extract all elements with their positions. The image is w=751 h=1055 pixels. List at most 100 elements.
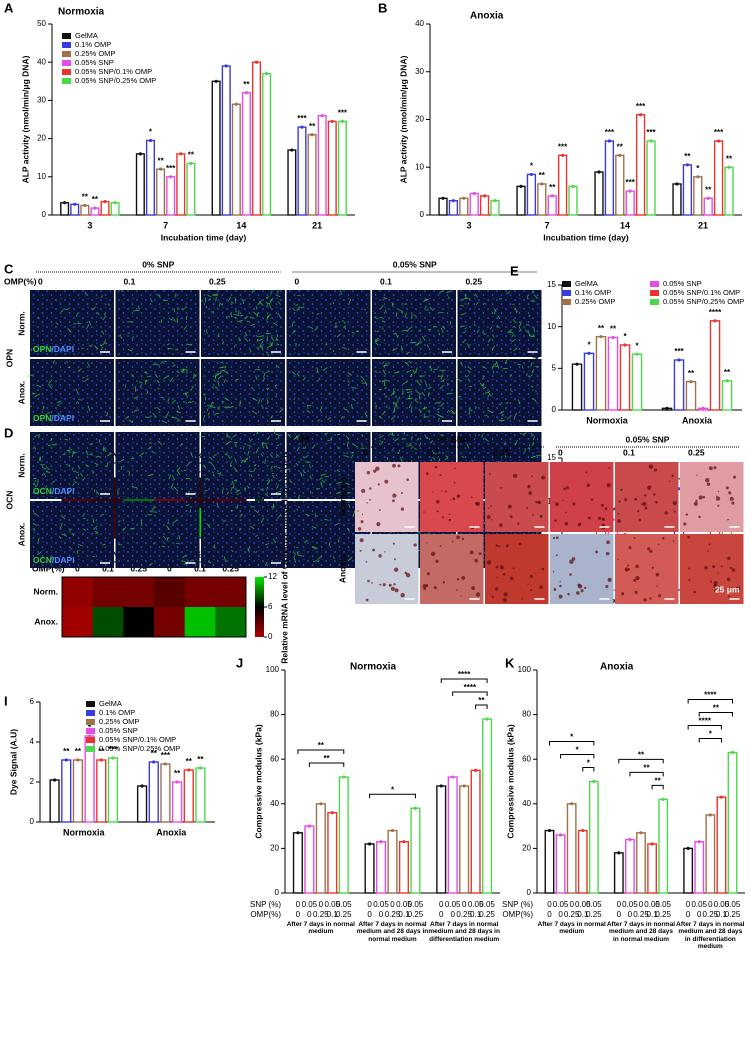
- y-tick-label: 20: [37, 134, 46, 143]
- bar-cap: [608, 139, 611, 142]
- mineral-spot: [539, 585, 543, 589]
- bar-cap: [402, 840, 405, 843]
- legend-label: 0.05% SNP/0.1% OMP: [75, 67, 152, 76]
- bar: [710, 321, 719, 410]
- significance: **: [688, 369, 695, 378]
- legend-label: 0.25% OMP: [99, 717, 139, 726]
- mineral-spot: [704, 566, 707, 569]
- bar: [377, 842, 386, 893]
- mineral-spot: [426, 472, 429, 475]
- bar: [365, 844, 374, 893]
- bar-cap: [686, 163, 689, 166]
- bar-cap: [650, 842, 653, 845]
- panel-label: B: [378, 0, 387, 15]
- mineral-spot: [450, 500, 451, 501]
- legend-swatch: [62, 33, 71, 39]
- y-tick-label: 15: [547, 280, 556, 289]
- bar: [184, 770, 193, 822]
- mineral-spot: [360, 538, 364, 542]
- significance: **: [713, 704, 720, 713]
- mineral-spot: [578, 523, 582, 527]
- mineral-spot: [652, 567, 654, 569]
- y-tick-label: 15: [547, 453, 556, 462]
- bar: [196, 768, 205, 822]
- bar: [569, 186, 577, 215]
- snp-value: 0: [617, 900, 622, 909]
- significance: ***: [605, 128, 615, 137]
- mineral-spot: [607, 483, 611, 487]
- heat-cell: [123, 607, 154, 638]
- group-label-box: After 7 days in normal medium and 28 day…: [606, 921, 675, 961]
- significance: **: [684, 152, 691, 161]
- panel-label: D: [4, 425, 13, 440]
- bar: [308, 135, 316, 215]
- mineral-spot: [454, 482, 456, 484]
- mineral-spot: [383, 583, 386, 586]
- mineral-spot: [584, 587, 586, 589]
- bar: [173, 782, 182, 822]
- mineral-spot: [643, 598, 646, 601]
- mineral-spot: [389, 584, 392, 587]
- legend-swatch: [86, 710, 95, 716]
- legend-label: 0.05% SNP/0.25% OMP: [663, 297, 744, 306]
- mineral-spot: [448, 519, 451, 522]
- mineral-spot: [456, 536, 460, 540]
- channel-dapi: /DAPI: [51, 344, 74, 354]
- column-label: 0.25: [493, 447, 510, 457]
- omp-value: 0: [558, 910, 563, 919]
- bar-cap: [696, 175, 699, 178]
- micrograph: [201, 432, 285, 499]
- bar-cap: [559, 833, 562, 836]
- significance: *: [635, 341, 639, 350]
- micrograph: [116, 290, 200, 357]
- bar-cap: [639, 113, 642, 116]
- mineral-spot: [442, 516, 444, 518]
- snp-value: 0: [569, 900, 574, 909]
- mineral-spot: [392, 499, 395, 502]
- mineral-spot: [608, 578, 612, 582]
- bar: [328, 813, 337, 893]
- mineral-spot: [506, 544, 509, 547]
- stain-fiber: [236, 379, 239, 380]
- panel-label: K: [505, 655, 515, 670]
- bar: [527, 174, 535, 215]
- mineral-spot: [627, 565, 629, 567]
- mineral-spot: [673, 540, 675, 542]
- significance: ***: [714, 128, 724, 137]
- mineral-spot: [471, 586, 475, 590]
- mineral-spot: [566, 486, 569, 489]
- stain-fiber: [536, 390, 537, 392]
- mineral-spot: [728, 491, 731, 494]
- y-tick-label: 0: [552, 405, 557, 414]
- bar: [232, 104, 240, 215]
- bar: [579, 831, 587, 893]
- mineral-spot: [565, 522, 569, 526]
- micrograph: [458, 359, 542, 426]
- mineral-spot: [434, 586, 437, 589]
- mineral-spot: [456, 589, 458, 591]
- bar-cap: [570, 802, 573, 805]
- mineral-spot: [617, 519, 621, 523]
- mineral-spot: [413, 543, 416, 546]
- bar: [673, 184, 681, 215]
- bar: [596, 337, 605, 410]
- mineral-spot: [462, 538, 464, 540]
- mineral-spot: [452, 541, 454, 543]
- mineral-spot: [638, 519, 641, 522]
- channel-label: OPN/DAPI: [33, 413, 74, 423]
- mineral-spot: [605, 585, 608, 588]
- legend-swatch: [86, 701, 95, 707]
- bar: [147, 141, 155, 215]
- mineral-spot: [688, 568, 690, 570]
- y-tick-label: 40: [37, 57, 46, 66]
- significance: **: [309, 122, 316, 131]
- heat-cell: [93, 577, 124, 608]
- mineral-spot: [479, 552, 482, 555]
- mineral-spot: [730, 497, 734, 501]
- bar-cap: [731, 751, 734, 754]
- legend-swatch: [650, 281, 659, 287]
- bar-cap: [463, 784, 466, 787]
- mineral-spot: [498, 545, 500, 547]
- bar: [728, 753, 736, 893]
